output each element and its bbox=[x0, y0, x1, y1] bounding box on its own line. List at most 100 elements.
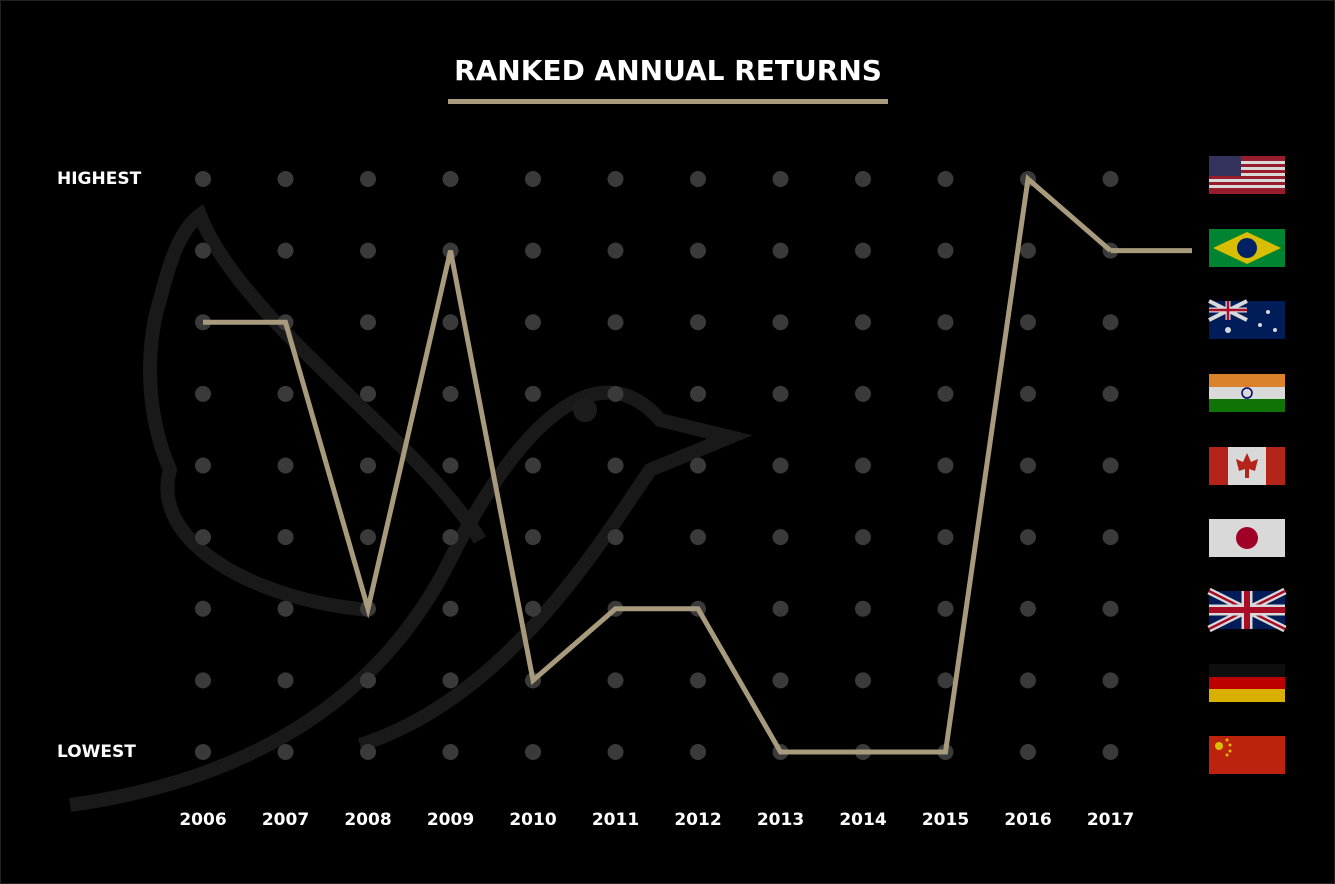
grid-dot bbox=[772, 171, 789, 187]
grid-dot bbox=[525, 314, 541, 331]
flag-australia bbox=[1208, 299, 1285, 339]
flag-us bbox=[1209, 156, 1285, 194]
grid-dot bbox=[360, 385, 376, 402]
grid-dot bbox=[607, 242, 624, 259]
flag-canada bbox=[1209, 447, 1285, 485]
grid-dot bbox=[360, 672, 376, 689]
grid-dot bbox=[1020, 529, 1036, 546]
grid-dot bbox=[1020, 672, 1036, 689]
grid-dot bbox=[360, 171, 376, 187]
y-tick-label: LOWEST bbox=[57, 742, 136, 762]
grid-dot bbox=[937, 457, 954, 474]
x-tick-label: 2006 bbox=[179, 810, 226, 830]
grid-dot bbox=[1102, 171, 1119, 187]
grid-dot bbox=[690, 242, 706, 259]
grid-dot bbox=[607, 672, 624, 689]
chart-title: RANKED ANNUAL RETURNS bbox=[454, 54, 882, 87]
grid-dot bbox=[360, 744, 376, 760]
grid-dot bbox=[690, 314, 706, 331]
grid-dot bbox=[772, 385, 789, 402]
grid-dot bbox=[1102, 314, 1119, 331]
grid-dot bbox=[1020, 314, 1036, 331]
x-tick-label: 2012 bbox=[674, 810, 721, 830]
grid-dot bbox=[690, 744, 706, 760]
flag-china bbox=[1209, 736, 1285, 774]
grid-dot bbox=[525, 242, 541, 259]
x-tick-label: 2013 bbox=[757, 810, 804, 830]
grid-dot bbox=[937, 672, 954, 689]
grid-dot bbox=[690, 529, 706, 546]
grid-dot bbox=[277, 457, 294, 474]
grid-dot bbox=[442, 171, 459, 187]
grid-dot bbox=[195, 744, 211, 760]
x-tick-label: 2015 bbox=[922, 810, 969, 830]
x-tick-label: 2010 bbox=[509, 810, 556, 830]
grid-dot bbox=[195, 385, 211, 402]
grid-dot bbox=[277, 385, 294, 402]
grid-dot bbox=[772, 314, 789, 331]
grid-dot bbox=[855, 171, 871, 187]
grid-dot bbox=[1102, 600, 1119, 617]
grid-dot bbox=[360, 457, 376, 474]
grid-dot bbox=[937, 529, 954, 546]
grid-dot bbox=[1020, 457, 1036, 474]
grid-dot bbox=[1102, 529, 1119, 546]
grid-dot bbox=[525, 600, 541, 617]
bird-watermark bbox=[69, 203, 753, 812]
grid-dot bbox=[1020, 744, 1036, 760]
x-tick-label: 2008 bbox=[344, 810, 391, 830]
grid-dot bbox=[442, 457, 459, 474]
grid-dot bbox=[195, 242, 211, 259]
grid-dot bbox=[937, 314, 954, 331]
grid-dot bbox=[937, 171, 954, 187]
grid-dot bbox=[195, 529, 211, 546]
grid-dot bbox=[525, 457, 541, 474]
x-tick-label: 2016 bbox=[1004, 810, 1051, 830]
grid-dot bbox=[855, 385, 871, 402]
x-tick-label: 2007 bbox=[262, 810, 309, 830]
grid-dot bbox=[525, 171, 541, 187]
y-tick-label: HIGHEST bbox=[57, 169, 142, 189]
grid-dot bbox=[772, 600, 789, 617]
x-tick-label: 2017 bbox=[1087, 810, 1134, 830]
flag-germany bbox=[1209, 664, 1285, 702]
grid-dot bbox=[607, 171, 624, 187]
grid-dot bbox=[360, 529, 376, 546]
x-tick-label: 2009 bbox=[427, 810, 474, 830]
grid-dot bbox=[277, 171, 294, 187]
grid-dot bbox=[442, 600, 459, 617]
grid-dot bbox=[1102, 385, 1119, 402]
grid-dot bbox=[1102, 744, 1119, 760]
grid-dot bbox=[855, 457, 871, 474]
grid-dot bbox=[937, 242, 954, 259]
bird-eye bbox=[573, 398, 597, 422]
grid-dot bbox=[1020, 600, 1036, 617]
grid-dot bbox=[937, 600, 954, 617]
grid-dot bbox=[525, 385, 541, 402]
grid-dot bbox=[442, 529, 459, 546]
flag-brazil bbox=[1209, 229, 1285, 267]
grid-dot bbox=[277, 242, 294, 259]
grid-dot bbox=[855, 314, 871, 331]
flag-uk bbox=[1207, 587, 1287, 633]
grid-dot bbox=[607, 314, 624, 331]
grid-dot bbox=[772, 529, 789, 546]
grid-dot bbox=[690, 385, 706, 402]
grid-dot bbox=[690, 171, 706, 187]
grid-dot bbox=[772, 672, 789, 689]
grid-dot bbox=[277, 672, 294, 689]
grid-dot bbox=[442, 744, 459, 760]
grid-dot bbox=[525, 529, 541, 546]
grid-dot bbox=[690, 672, 706, 689]
grid-dot bbox=[607, 529, 624, 546]
x-tick-label: 2014 bbox=[839, 810, 886, 830]
rank-line bbox=[203, 174, 1113, 755]
grid-dot bbox=[1102, 457, 1119, 474]
grid-dot bbox=[855, 672, 871, 689]
grid-dot bbox=[195, 600, 211, 617]
flag-india bbox=[1209, 374, 1285, 412]
grid-dot bbox=[1020, 242, 1036, 259]
grid-dot bbox=[525, 744, 541, 760]
